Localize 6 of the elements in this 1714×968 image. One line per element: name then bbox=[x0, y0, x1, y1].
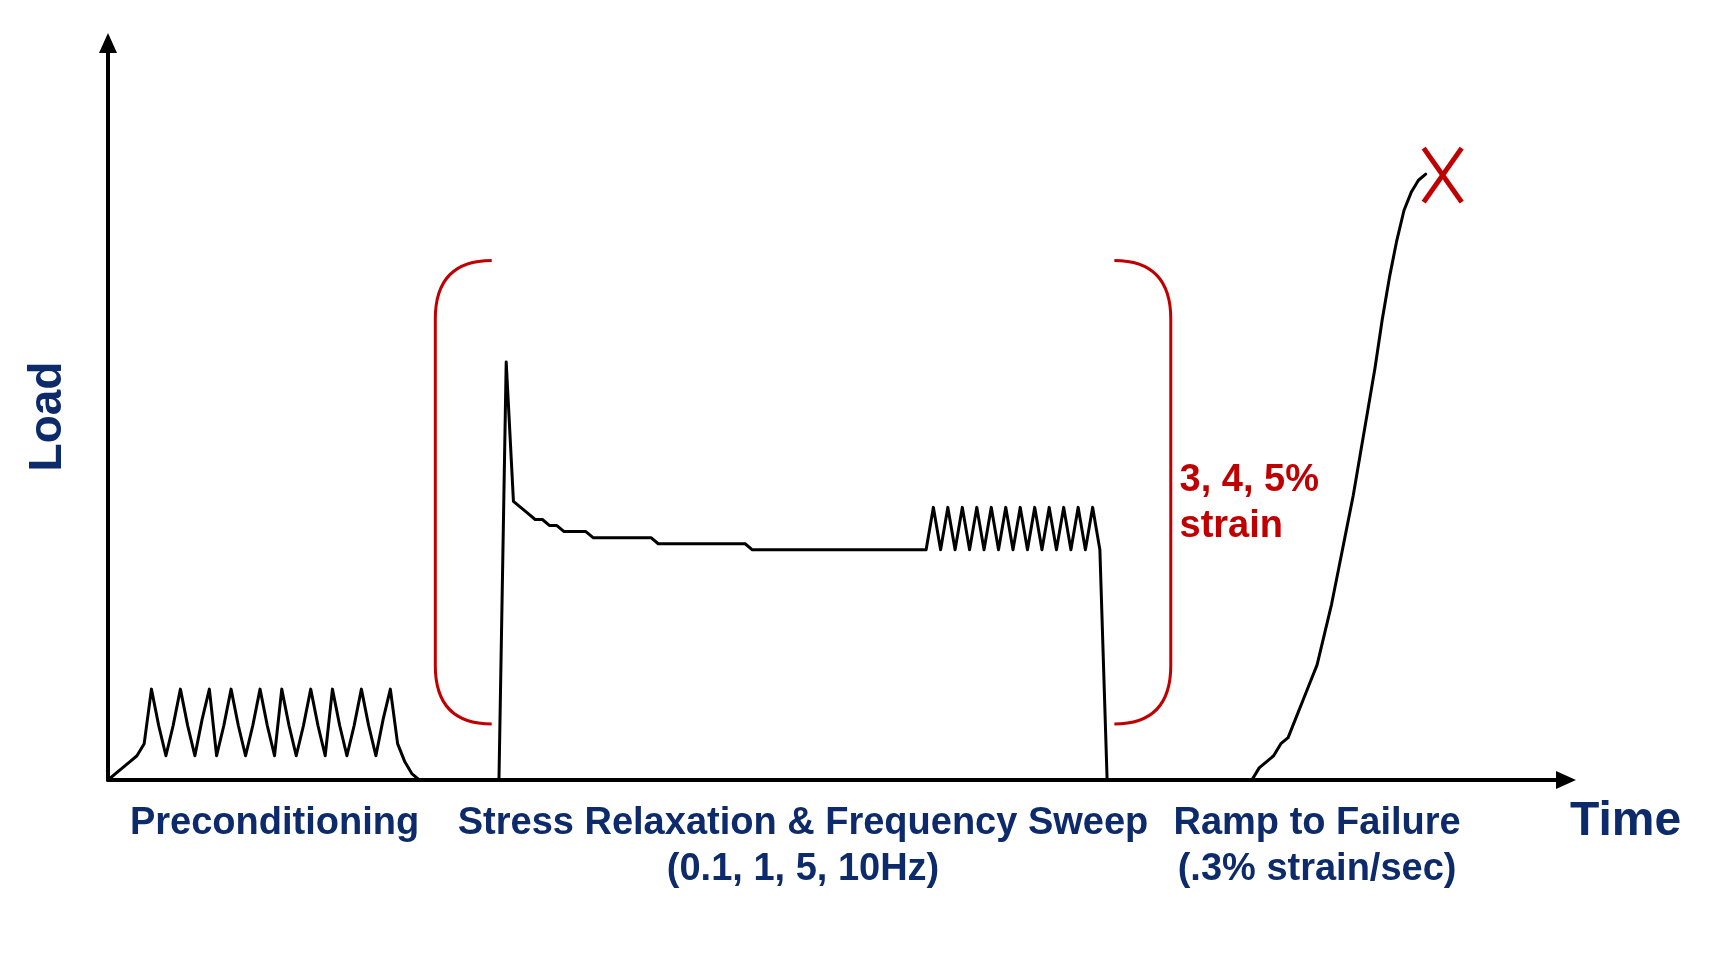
x-axis-title: Time bbox=[1570, 791, 1682, 845]
y-axis-title: Load bbox=[19, 361, 71, 472]
text: Ramp to Failure (.3% strain/sec) bbox=[1173, 800, 1461, 888]
annotation: 3, 4, 5% strain bbox=[1179, 457, 1319, 546]
text: Preconditioning bbox=[129, 800, 420, 842]
text: Stress Relaxation & Frequency Sweep (0.1, 1, 5, 10Hz) bbox=[457, 800, 1149, 888]
